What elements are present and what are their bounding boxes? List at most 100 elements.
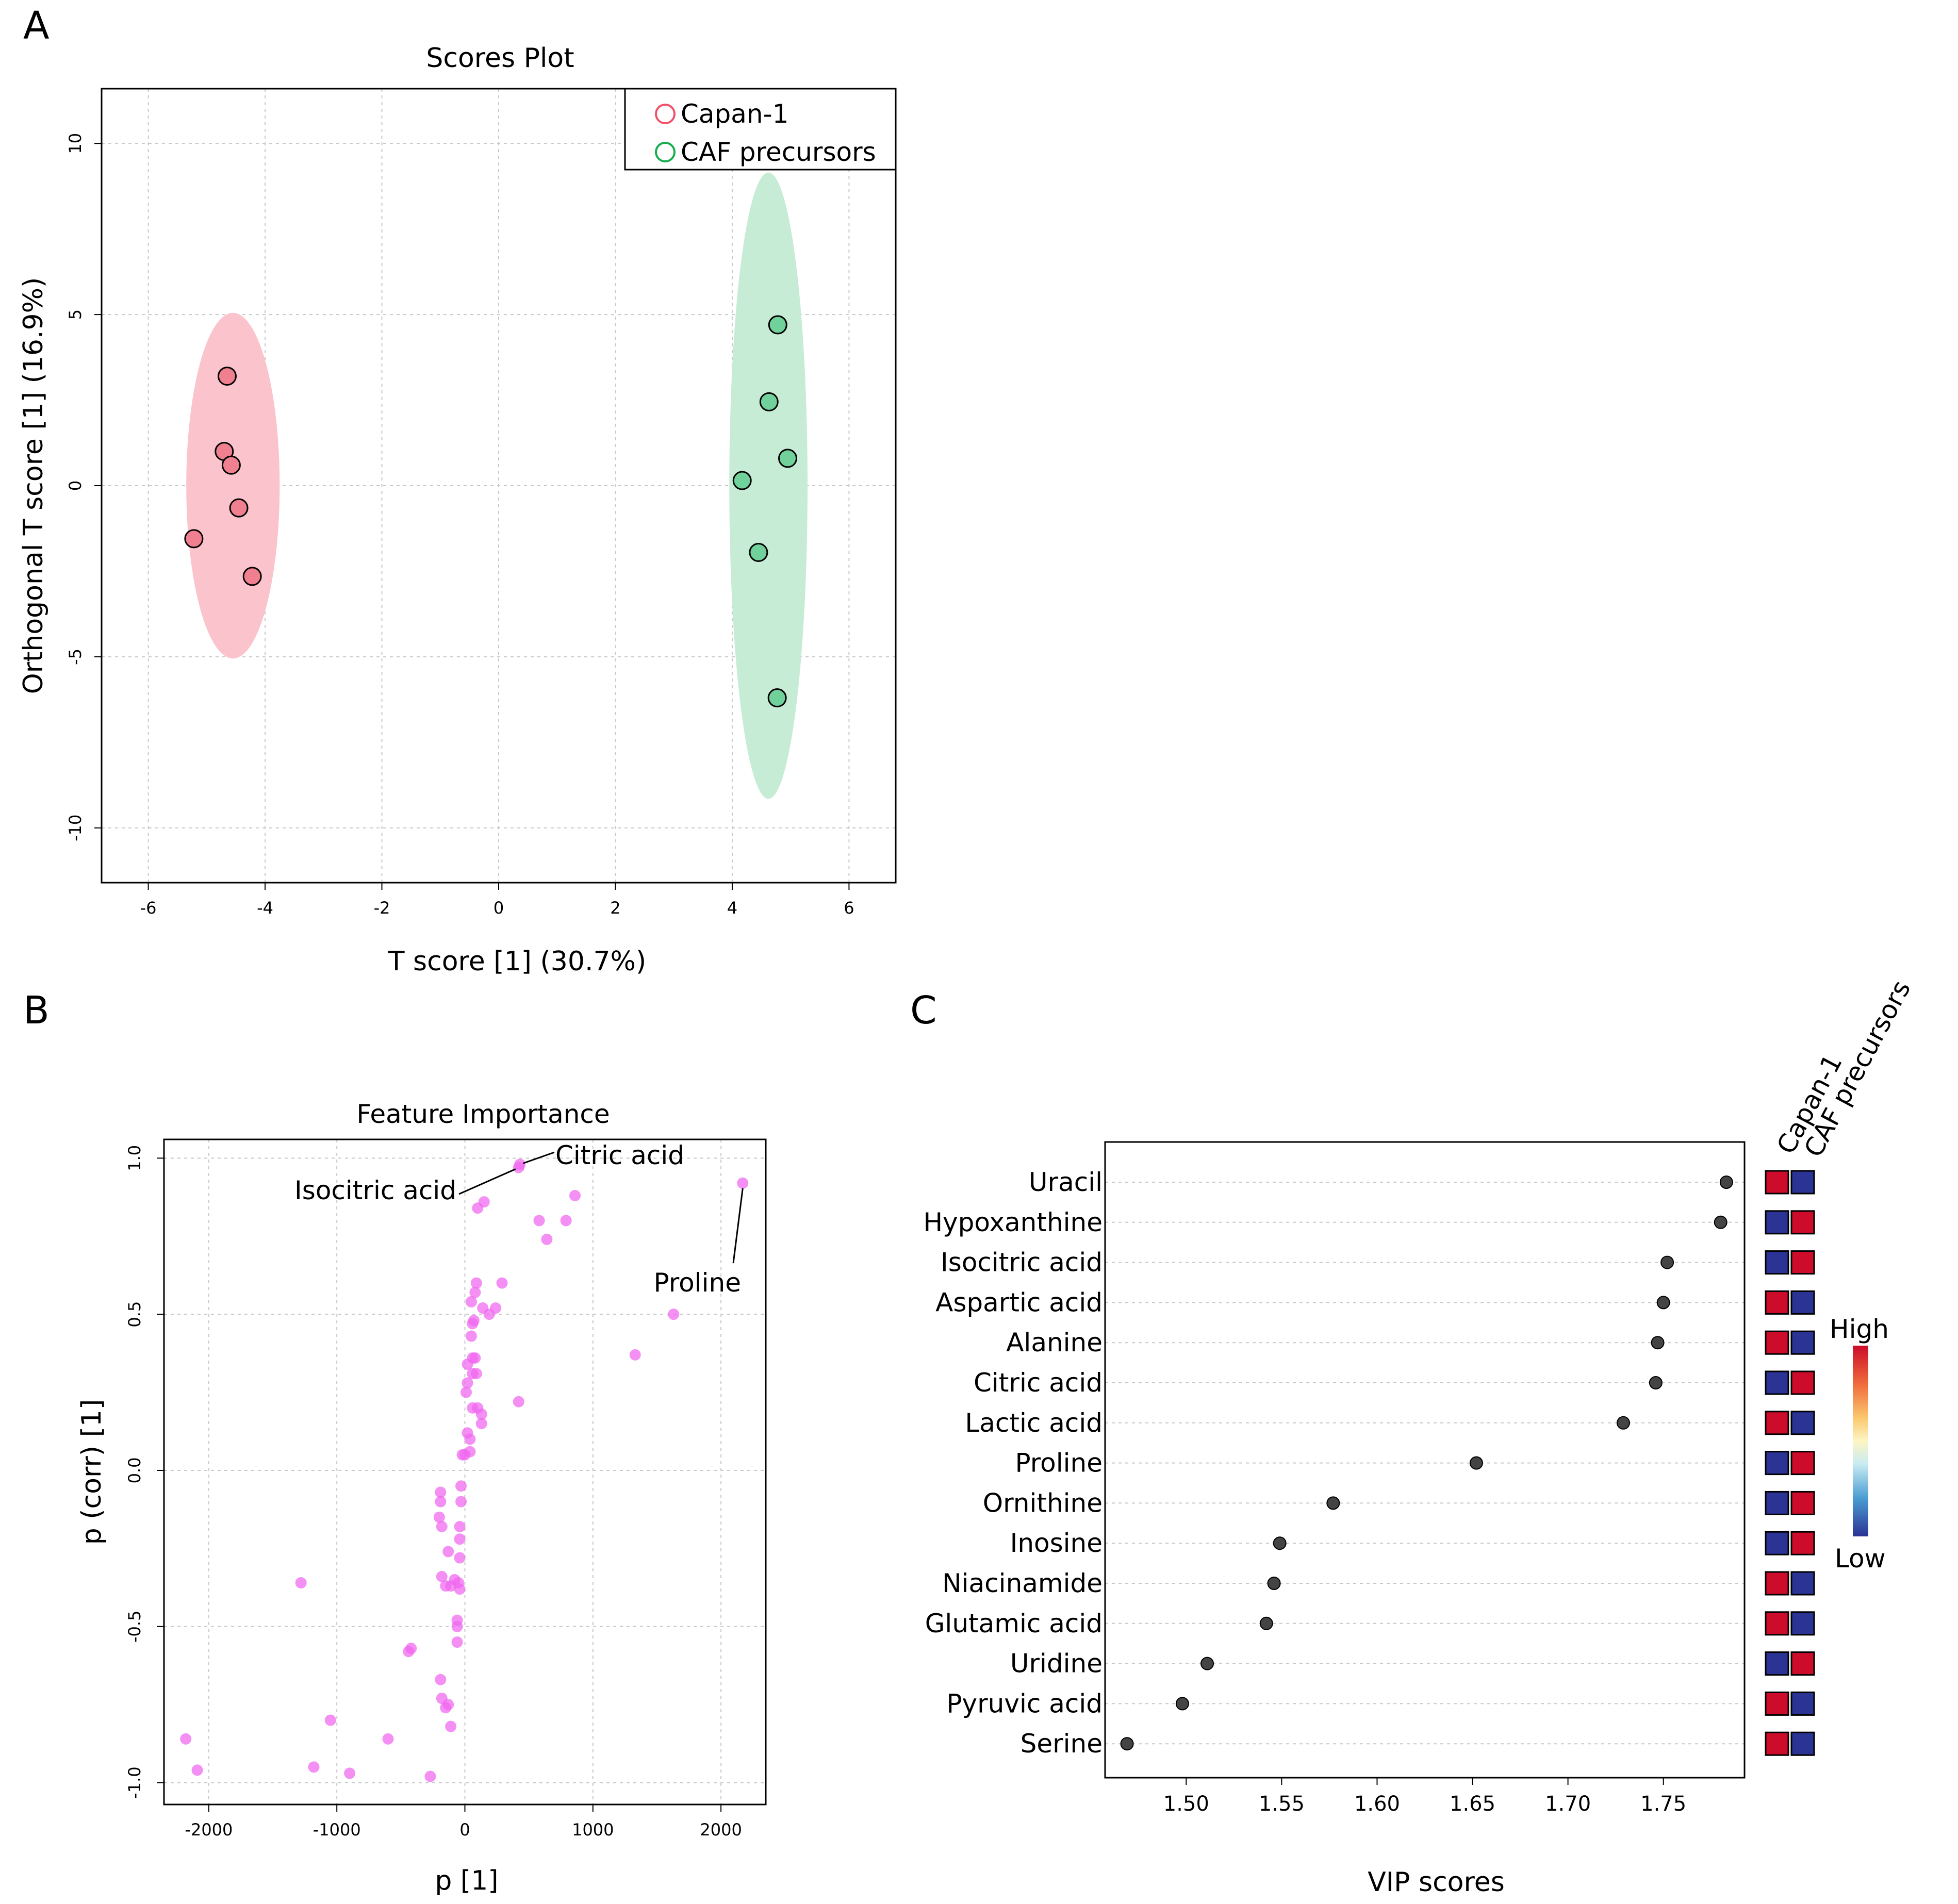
- feature-point: [533, 1215, 545, 1227]
- scores-y-tick-label: -10: [65, 815, 85, 841]
- feature-point: [435, 1674, 447, 1685]
- feature-point: [435, 1486, 447, 1498]
- scores-x-tick-label: 2: [610, 898, 620, 918]
- feature-point: [464, 1433, 476, 1445]
- heat-cell-capan: [1765, 1531, 1789, 1555]
- vip-point: [1273, 1536, 1287, 1550]
- feature-point: [442, 1699, 454, 1711]
- heat-cell-capan: [1765, 1170, 1789, 1195]
- annotation-isocitric-leader: [458, 1168, 516, 1195]
- scores-y-ticks: -10 -5 0 5 10: [65, 133, 102, 841]
- vip-point: [1120, 1737, 1134, 1751]
- annotation-citric-label: Citric acid: [555, 1140, 684, 1170]
- feature-x-tick-label: 0: [459, 1820, 470, 1840]
- feature-point: [324, 1714, 336, 1726]
- heat-cell-capan: [1765, 1651, 1789, 1676]
- vip-x-label: VIP scores: [1368, 1867, 1505, 1898]
- vip-heatmap: [1765, 1170, 1815, 1756]
- heatmap-colorbar: High Low: [1830, 1314, 1889, 1574]
- feature-point: [436, 1570, 448, 1582]
- caf-point: [768, 315, 787, 335]
- caf-point: [732, 471, 752, 490]
- annotation-citric-leader: [522, 1151, 555, 1164]
- feature-point: [308, 1761, 320, 1773]
- feature-grid: [164, 1139, 766, 1804]
- heat-cell-caf: [1790, 1691, 1815, 1716]
- vip-x-ticks: 1.50 1.55 1.60 1.65 1.70 1.75: [1163, 1778, 1686, 1816]
- vip-x-tick-label: 1.50: [1163, 1792, 1209, 1816]
- feature-point: [435, 1496, 447, 1508]
- caf-point: [749, 542, 768, 562]
- feature-point: [464, 1446, 476, 1458]
- feature-y-tick-label: 0.0: [125, 1458, 144, 1484]
- legend-capan-label: Capan-1: [681, 99, 788, 129]
- feature-y-tick-label: -1.0: [125, 1766, 144, 1798]
- vip-grid: [1105, 1182, 1745, 1745]
- feature-point: [460, 1386, 472, 1398]
- feature-point: [454, 1583, 466, 1595]
- panel-a: A Scores Plot -6 -4 -2 0 2 4 6 -10 -5 0 5 10 T sco…: [18, 4, 897, 977]
- vip-category-label: Ornithine: [983, 1488, 1103, 1518]
- heat-cell-caf: [1790, 1611, 1815, 1636]
- feature-y-tick-label: 1.0: [125, 1145, 144, 1171]
- scores-points: [184, 315, 798, 708]
- feature-point: [433, 1511, 445, 1523]
- vip-point: [1326, 1496, 1340, 1510]
- feature-point: [478, 1196, 490, 1208]
- feature-point: [470, 1277, 482, 1289]
- feature-point: [442, 1546, 454, 1558]
- feature-point: [454, 1520, 466, 1532]
- capan-point: [221, 455, 241, 475]
- vip-point: [1714, 1215, 1727, 1229]
- vip-category-label: Niacinamide: [942, 1568, 1103, 1598]
- vip-point: [1719, 1175, 1733, 1189]
- heat-cell-caf: [1790, 1451, 1815, 1476]
- scores-x-tick-label: 6: [844, 898, 854, 918]
- feature-point: [462, 1377, 473, 1389]
- vip-x-tick-label: 1.65: [1450, 1792, 1495, 1816]
- scores-x-tick-label: -6: [140, 898, 157, 918]
- vip-plot-frame: [1104, 1141, 1746, 1779]
- vip-point: [1660, 1255, 1674, 1269]
- feature-point: [180, 1733, 192, 1745]
- vip-point: [1649, 1376, 1663, 1389]
- vip-category-label: Glutamic acid: [925, 1609, 1103, 1638]
- feature-point: [405, 1643, 417, 1654]
- vip-category-label: Proline: [1015, 1448, 1103, 1478]
- vip-points: [1120, 1175, 1733, 1751]
- caf-point: [767, 688, 787, 708]
- heat-cell-caf: [1790, 1370, 1815, 1395]
- vip-x-tick-label: 1.70: [1545, 1792, 1591, 1816]
- annotation-proline-leader: [732, 1188, 744, 1264]
- feature-point: [295, 1577, 307, 1588]
- colorbar-low-label: Low: [1835, 1544, 1885, 1574]
- feature-point: [569, 1190, 581, 1202]
- heat-cell-capan: [1765, 1290, 1789, 1315]
- heat-cell-capan: [1765, 1370, 1789, 1395]
- feature-y-tick-label: -0.5: [125, 1611, 144, 1643]
- feature-point: [455, 1480, 467, 1492]
- feature-point: [451, 1620, 463, 1632]
- feature-point: [344, 1767, 356, 1779]
- feature-point: [469, 1352, 481, 1364]
- panel-a-label: A: [23, 4, 50, 48]
- scores-x-tick-label: 0: [493, 898, 504, 918]
- heat-cell-caf: [1790, 1330, 1815, 1355]
- panel-b-label: B: [23, 988, 50, 1033]
- heat-cell-capan: [1765, 1411, 1789, 1435]
- vip-point: [1469, 1456, 1483, 1470]
- vip-category-label: Serine: [1021, 1729, 1103, 1759]
- scores-y-tick-label: 0: [65, 481, 85, 491]
- vip-x-tick-label: 1.55: [1259, 1792, 1305, 1816]
- feature-x-ticks: -2000 -1000 0 1000 2000: [185, 1804, 742, 1840]
- feature-annotations: Citric acid Isocitric acid Proline: [294, 1140, 744, 1298]
- feature-point: [490, 1302, 502, 1314]
- heat-cell-capan: [1765, 1210, 1789, 1235]
- feature-x-label: p [1]: [435, 1865, 498, 1896]
- panel-b: B Feature Importance Citric acid Isocitri…: [23, 988, 767, 1896]
- feature-point: [470, 1368, 482, 1380]
- feature-point: [445, 1720, 457, 1732]
- heat-cell-caf: [1790, 1531, 1815, 1555]
- heat-cell-caf: [1790, 1651, 1815, 1676]
- feature-x-tick-label: -2000: [185, 1820, 233, 1840]
